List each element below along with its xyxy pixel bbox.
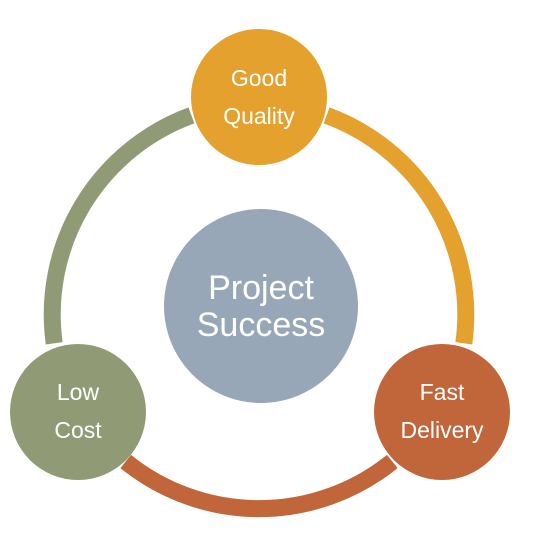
fast-delivery-label-line-1: Fast [420,379,465,405]
center-label-line-1: Project [208,269,314,307]
center-label-line-2: Success [197,306,326,344]
arc-delivery-to-cost [120,454,398,518]
low-cost-label-line-2: Cost [54,417,102,443]
arc-cost-to-quality [43,107,195,345]
good-quality-label-line-2: Quality [223,103,295,129]
center-circle [164,209,358,403]
fast-delivery-circle [374,344,510,480]
arc-quality-to-delivery [323,107,475,345]
fast-delivery-label-line-2: Delivery [400,417,484,443]
low-cost-label-line-1: Low [57,379,100,405]
low-cost-circle [10,344,146,480]
node-good-quality: Good Quality [191,29,327,165]
center-node-project-success: Project Success [164,209,358,403]
node-low-cost: Low Cost [10,344,146,480]
cycle-ring [43,107,475,518]
node-fast-delivery: Fast Delivery [374,344,510,480]
good-quality-label-line-1: Good [231,65,287,91]
good-quality-circle [191,29,327,165]
